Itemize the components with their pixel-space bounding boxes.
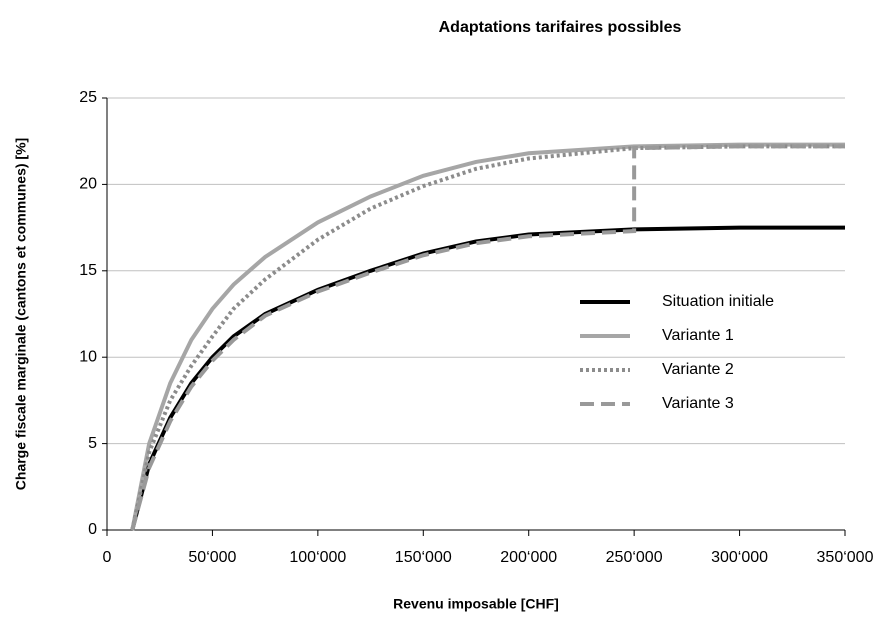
legend-label: Variante 1 [662, 327, 734, 344]
y-tick-label: 20 [79, 176, 97, 193]
legend-label: Situation initiale [662, 293, 774, 310]
y-tick-label: 5 [88, 435, 97, 452]
line [130, 144, 845, 531]
x-tick-label: 50‘000 [188, 549, 236, 566]
line [130, 144, 845, 531]
y-tick-label: 25 [79, 89, 97, 106]
x-tick-label: 300‘000 [711, 549, 768, 566]
x-tick-label: 250‘000 [606, 549, 663, 566]
legend-label: Variante 3 [662, 395, 734, 412]
chart-title: Adaptations tarifaires possibles [439, 19, 682, 36]
y-axis-label: Charge fiscale marginale (cantons et com… [13, 138, 29, 490]
y-tick-label: 0 [88, 521, 97, 538]
x-tick-label: 200‘000 [500, 549, 557, 566]
line [130, 225, 845, 531]
x-tick-label: 100‘000 [289, 549, 346, 566]
x-axis-label: Revenu imposable [CHF] [393, 596, 559, 612]
legend-label: Variante 2 [662, 361, 734, 378]
y-tick-label: 15 [79, 262, 97, 279]
x-tick-label: 150‘000 [395, 549, 452, 566]
line [130, 142, 845, 531]
y-tick-label: 10 [79, 348, 97, 365]
x-tick-label: 350‘000 [817, 549, 874, 566]
x-tick-label: 0 [103, 549, 112, 566]
